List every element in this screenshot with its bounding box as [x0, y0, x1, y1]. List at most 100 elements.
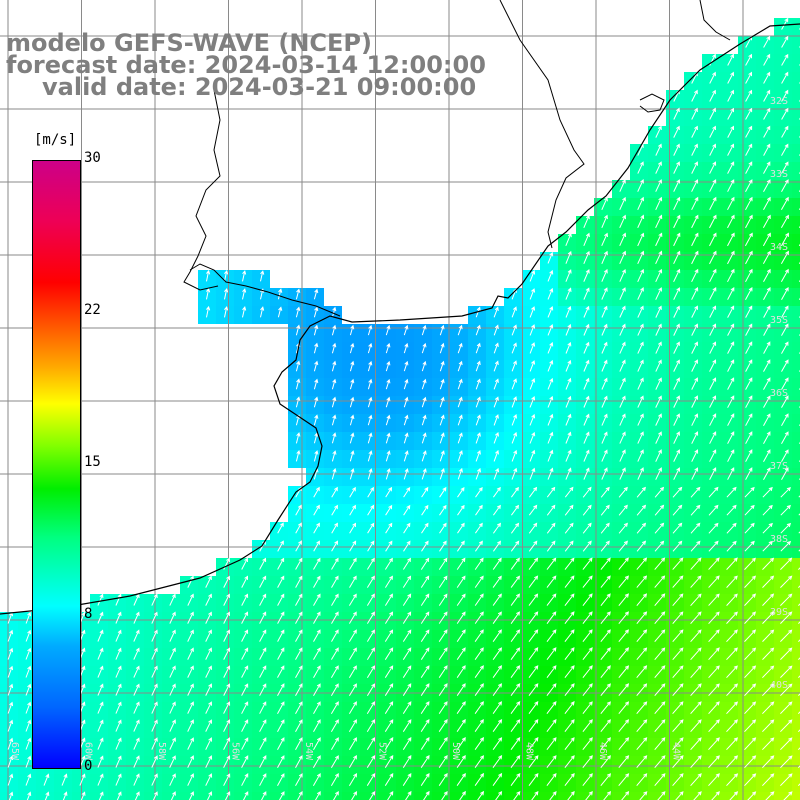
wind-arrow	[781, 125, 789, 138]
wind-arrow	[763, 305, 771, 318]
wind-arrow	[349, 450, 355, 462]
wind-arrow	[312, 772, 321, 786]
wind-cell	[234, 792, 252, 800]
wind-cell	[450, 792, 468, 800]
wind-arrow	[565, 377, 572, 390]
wind-arrow	[601, 305, 608, 318]
wind-arrow	[277, 701, 285, 714]
wind-arrow	[439, 396, 445, 408]
wind-arrow	[474, 522, 483, 534]
wind-arrow	[259, 665, 267, 678]
wind-arrow	[691, 125, 698, 138]
wind-cell	[792, 756, 800, 774]
wind-arrow	[726, 773, 739, 787]
wind-arrow	[600, 629, 611, 643]
wind-arrow	[637, 377, 644, 390]
wind-arrow	[727, 268, 735, 283]
wind-cell	[666, 792, 684, 800]
wind-arrow	[115, 665, 122, 678]
wind-arrow	[438, 773, 448, 786]
wind-arrow	[510, 611, 520, 624]
wind-arrow	[745, 268, 753, 283]
wind-arrow	[493, 378, 499, 390]
wind-arrow	[618, 629, 629, 643]
wind-arrow	[726, 486, 737, 498]
wind-arrow	[781, 179, 789, 192]
wind-arrow	[547, 269, 554, 282]
wind-arrow	[295, 378, 301, 390]
wind-arrow	[727, 89, 734, 102]
wind-arrow	[385, 522, 393, 534]
wind-arrow	[313, 540, 320, 552]
wind-arrow	[762, 522, 773, 534]
wind-arrow	[762, 665, 775, 679]
wind-arrow	[564, 647, 575, 661]
wind-arrow	[313, 504, 320, 516]
wind-cell	[594, 792, 612, 800]
wind-arrow	[564, 504, 574, 516]
wind-arrow	[313, 324, 319, 336]
wind-arrow	[331, 324, 337, 336]
wind-arrow	[744, 486, 755, 498]
wind-arrow	[745, 431, 753, 444]
wind-arrow	[654, 611, 666, 625]
wind-arrow	[439, 360, 445, 372]
wind-arrow	[474, 647, 484, 660]
colorbar	[32, 160, 81, 769]
wind-arrow	[619, 449, 626, 462]
wind-arrow	[708, 773, 720, 787]
wind-arrow	[421, 360, 427, 372]
wind-arrow	[582, 629, 593, 643]
wind-arrow	[475, 450, 481, 462]
wind-arrow	[673, 305, 680, 318]
wind-arrow	[349, 557, 357, 570]
wind-arrow	[7, 737, 14, 750]
wind-cell	[360, 792, 378, 800]
wind-cell	[792, 342, 800, 360]
wind-cell	[198, 792, 216, 800]
wind-arrow	[780, 250, 789, 265]
wind-arrow	[745, 467, 753, 480]
wind-arrow	[781, 17, 789, 30]
wind-arrow	[456, 701, 466, 714]
wind-arrow	[600, 504, 610, 516]
wind-arrow	[7, 719, 14, 732]
wind-arrow	[709, 377, 717, 390]
wind-arrow	[403, 324, 409, 336]
wind-arrow	[7, 773, 14, 786]
wind-arrow	[295, 701, 303, 714]
wind-arrow	[673, 287, 681, 300]
wind-arrow	[763, 35, 771, 48]
wind-arrow	[169, 719, 176, 732]
wind-arrow	[619, 179, 626, 192]
wind-arrow	[583, 467, 590, 480]
wind-arrow	[295, 432, 301, 444]
wind-arrow	[546, 683, 557, 697]
wind-arrow	[672, 540, 683, 552]
wind-arrow	[708, 575, 720, 588]
wind-arrow	[672, 611, 684, 625]
wind-arrow	[727, 179, 735, 192]
wind-arrow	[546, 665, 557, 679]
wind-arrow	[348, 701, 357, 714]
wind-arrow	[241, 647, 249, 660]
wind-arrow	[367, 450, 373, 462]
wind-arrow	[511, 449, 518, 462]
wind-arrow	[420, 737, 430, 750]
wind-arrow	[565, 287, 572, 300]
wind-arrow	[402, 593, 412, 606]
wind-arrow	[528, 486, 538, 498]
wind-arrow	[601, 214, 608, 228]
wind-arrow	[690, 629, 702, 643]
wind-arrow	[366, 647, 375, 660]
wind-arrow	[438, 683, 448, 696]
wind-arrow	[402, 665, 412, 678]
wind-arrow	[780, 647, 793, 660]
wind-arrow	[421, 468, 427, 480]
wind-arrow	[726, 683, 739, 697]
wind-arrow	[673, 341, 680, 354]
wind-cell	[792, 72, 800, 90]
wind-arrow	[421, 324, 427, 336]
wind-arrow	[331, 378, 337, 390]
wind-arrow	[655, 143, 662, 156]
